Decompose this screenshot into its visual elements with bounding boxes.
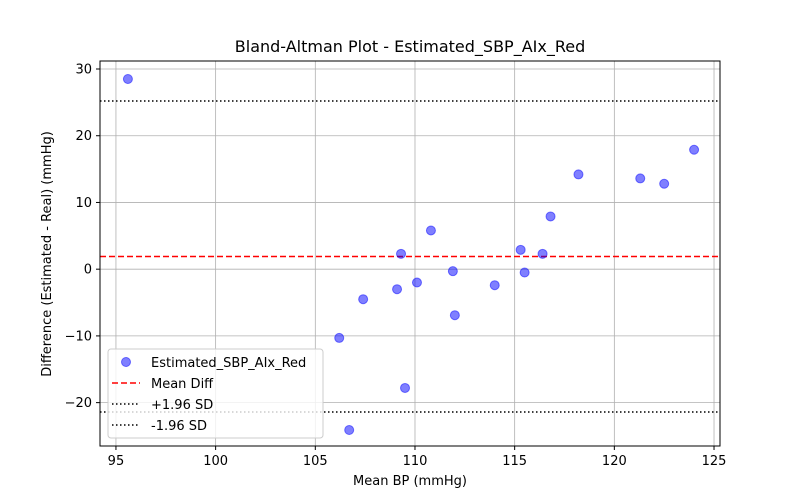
scatter-point — [334, 332, 345, 343]
scatter-point — [449, 310, 460, 321]
y-tick-label: −20 — [65, 396, 92, 411]
x-tick-label: 100 — [203, 454, 228, 469]
scatter-point — [447, 266, 458, 277]
scatter-point — [573, 169, 584, 180]
y-tick-label: 0 — [84, 263, 92, 278]
x-tick-label: 95 — [108, 454, 125, 469]
legend-box — [107, 348, 324, 439]
chart-title: Bland-Altman Plot - Estimated_SBP_AIx_Re… — [235, 37, 585, 57]
scatter-point — [411, 277, 422, 288]
x-tick-label: 115 — [502, 454, 527, 469]
scatter-point — [396, 248, 407, 259]
scatter-point — [400, 382, 411, 393]
x-axis-label: Mean BP (mmHg) — [353, 474, 467, 489]
scatter-point — [515, 244, 526, 255]
x-tick-label: 110 — [403, 454, 428, 469]
y-axis-label: Difference (Estimated - Real) (mmHg) — [40, 131, 55, 377]
reference-lines — [100, 100, 720, 413]
scatter-points — [122, 74, 700, 435]
x-tick-label: 120 — [602, 454, 627, 469]
scatter-point — [358, 294, 369, 305]
legend-label-upper-sd: +1.96 SD — [151, 398, 213, 413]
x-tick-label: 105 — [303, 454, 328, 469]
legend-label-lower-sd: -1.96 SD — [151, 419, 207, 434]
legend: Estimated_SBP_AIx_Red Mean Diff +1.96 SD… — [107, 348, 324, 439]
axis-ticks: 95 100 105 110 115 120 125 −20 −10 0 10 20 30 — [65, 63, 727, 469]
scatter-point — [545, 211, 556, 222]
y-tick-label: 30 — [75, 63, 92, 78]
scatter-point — [392, 284, 403, 295]
scatter-point — [425, 225, 436, 236]
y-tick-label: 10 — [75, 196, 92, 211]
scatter-point — [344, 424, 355, 435]
scatter-point — [519, 267, 530, 278]
y-tick-label: −10 — [65, 329, 92, 344]
legend-label-mean-diff: Mean Diff — [151, 377, 214, 392]
x-tick-label: 125 — [702, 454, 727, 469]
y-tick-label: 20 — [75, 129, 92, 144]
scatter-point — [489, 280, 500, 291]
plot-frame — [99, 60, 721, 447]
scatter-point — [689, 144, 700, 155]
scatter-point — [537, 248, 548, 259]
scatter-point — [659, 178, 670, 189]
scatter-point — [635, 173, 646, 184]
scatter-point — [122, 74, 133, 85]
legend-scatter-marker — [121, 357, 131, 367]
legend-label-series: Estimated_SBP_AIx_Red — [151, 356, 306, 371]
